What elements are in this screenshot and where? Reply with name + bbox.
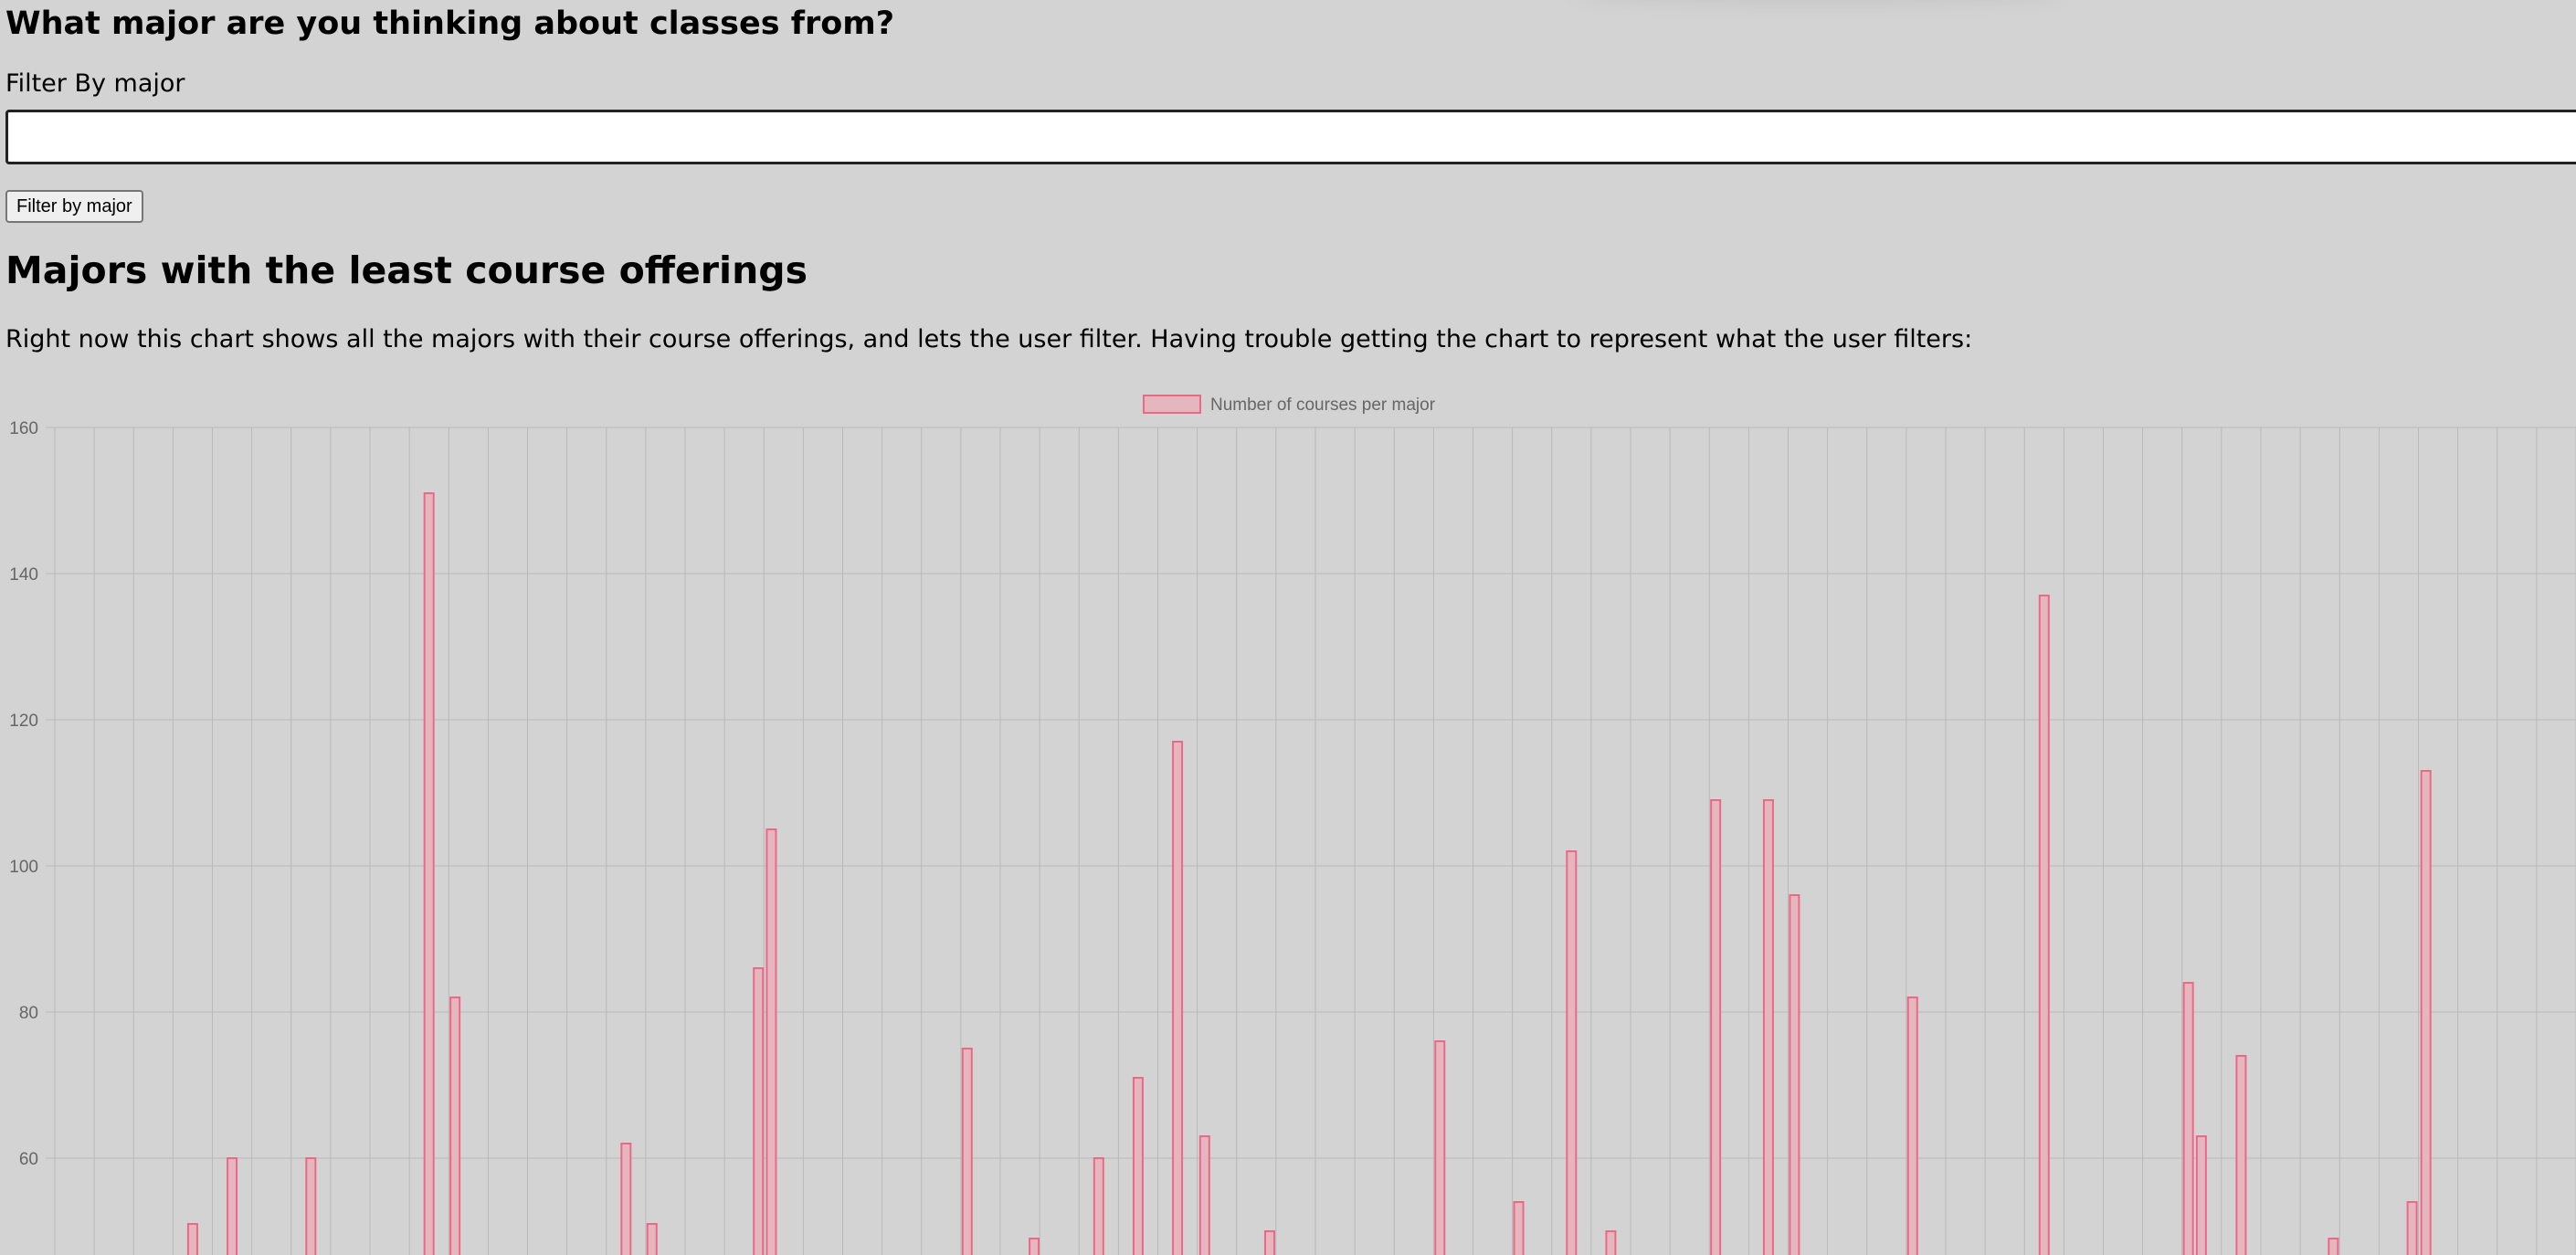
bar[interactable]	[2406, 1201, 2418, 1255]
bar[interactable]	[227, 1157, 238, 1255]
bar[interactable]	[1513, 1201, 1525, 1255]
filter-label: Filter By major	[5, 69, 185, 98]
bar[interactable]	[1906, 997, 1918, 1255]
bar[interactable]	[2038, 595, 2050, 1255]
bar[interactable]	[1605, 1230, 1617, 1255]
chart-description: Right now this chart shows all the major…	[5, 325, 1973, 353]
chart-legend[interactable]: Number of courses per major	[1143, 395, 1436, 415]
y-tick-label: 140	[9, 565, 38, 585]
question-heading: What major are you thinking about classe…	[5, 5, 895, 42]
bar[interactable]	[2235, 1055, 2247, 1255]
bar[interactable]	[423, 492, 435, 1255]
bar[interactable]	[449, 997, 461, 1255]
bar[interactable]	[1172, 741, 1184, 1255]
bar[interactable]	[1710, 799, 1722, 1255]
bar[interactable]	[2182, 982, 2194, 1255]
bar[interactable]	[753, 967, 765, 1255]
bar[interactable]	[1762, 799, 1774, 1255]
overlay-shadow	[1571, 0, 2064, 2]
bar[interactable]	[646, 1223, 658, 1255]
bar[interactable]	[961, 1048, 973, 1255]
bar[interactable]	[2328, 1238, 2339, 1255]
bar[interactable]	[2195, 1135, 2207, 1255]
bar[interactable]	[186, 1223, 198, 1255]
bar-chart: 60 80 100 120 140 160 Number of courses per m…	[9, 395, 2576, 1255]
y-tick-label: 100	[9, 858, 38, 877]
bar[interactable]	[1198, 1135, 1210, 1255]
chart-heading: Majors with the least course offerings	[5, 248, 808, 292]
bar[interactable]	[1566, 850, 1578, 1255]
bar[interactable]	[2420, 770, 2432, 1255]
filter-input[interactable]	[5, 110, 2576, 164]
filter-by-major-button[interactable]: Filter by major	[5, 190, 143, 223]
chart-bars	[186, 492, 2432, 1255]
bar[interactable]	[765, 828, 777, 1255]
chart-grid	[46, 427, 2576, 1255]
bar[interactable]	[1132, 1077, 1144, 1255]
bar[interactable]	[620, 1143, 632, 1255]
y-axis: 60 80 100 120 140 160	[9, 419, 38, 1169]
legend-swatch	[1143, 395, 1201, 414]
bar[interactable]	[1434, 1040, 1446, 1255]
legend-label: Number of courses per major	[1210, 395, 1436, 415]
bar[interactable]	[305, 1157, 317, 1255]
bar[interactable]	[1029, 1238, 1040, 1255]
y-tick-label: 80	[19, 1004, 38, 1023]
y-tick-label: 160	[9, 419, 38, 438]
bar[interactable]	[1263, 1230, 1275, 1255]
y-tick-label: 60	[19, 1150, 38, 1169]
y-tick-label: 120	[9, 712, 38, 731]
bar[interactable]	[1093, 1157, 1104, 1255]
bar[interactable]	[1789, 894, 1800, 1255]
